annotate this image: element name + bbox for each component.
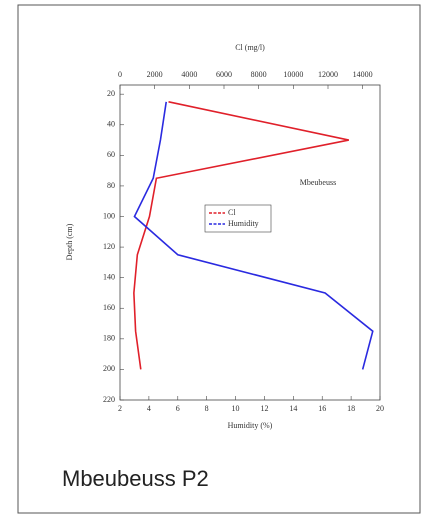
x-tick-label: 10 bbox=[232, 404, 240, 413]
x-axis-label: Humidity (%) bbox=[228, 421, 273, 430]
x-tick-label: 16 bbox=[318, 404, 326, 413]
x2-tick-label: 6000 bbox=[216, 70, 232, 79]
x2-tick-label: 10000 bbox=[283, 70, 303, 79]
y-tick-label: 40 bbox=[107, 120, 115, 129]
x-tick-label: 8 bbox=[205, 404, 209, 413]
series-line bbox=[133, 101, 349, 370]
x-tick-label: 12 bbox=[260, 404, 268, 413]
y-tick-label: 160 bbox=[103, 303, 115, 312]
x-tick-label: 14 bbox=[289, 404, 297, 413]
x-tick-label: 2 bbox=[118, 404, 122, 413]
y-tick-label: 120 bbox=[103, 242, 115, 251]
x2-tick-label: 4000 bbox=[181, 70, 197, 79]
x2-tick-label: 2000 bbox=[147, 70, 163, 79]
y-tick-label: 20 bbox=[107, 89, 115, 98]
frame bbox=[17, 4, 421, 514]
x2-tick-label: 12000 bbox=[318, 70, 338, 79]
x2-tick-label: 8000 bbox=[251, 70, 267, 79]
x-tick-label: 4 bbox=[147, 404, 151, 413]
x2-axis-label: Cl (mg/l) bbox=[235, 43, 265, 52]
y-tick-label: 100 bbox=[103, 211, 115, 220]
legend-label: Cl bbox=[228, 208, 236, 217]
caption: Mbeubeuss P2 bbox=[62, 466, 209, 491]
legend-box bbox=[204, 204, 272, 233]
x-tick-label: 6 bbox=[176, 404, 180, 413]
y-tick-label: 220 bbox=[103, 395, 115, 404]
y-axis-label: Depth (cm) bbox=[65, 223, 74, 260]
y-tick-label: 60 bbox=[107, 150, 115, 159]
legend-label: Humidity bbox=[228, 219, 259, 228]
plot-area bbox=[119, 84, 381, 401]
y-tick-label: 180 bbox=[103, 334, 115, 343]
y-tick-label: 80 bbox=[107, 181, 115, 190]
x2-tick-label: 14000 bbox=[353, 70, 373, 79]
x2-tick-label: 0 bbox=[118, 70, 122, 79]
x-tick-label: 20 bbox=[376, 404, 384, 413]
x-tick-label: 18 bbox=[347, 404, 355, 413]
y-tick-label: 140 bbox=[103, 272, 115, 281]
y-tick-label: 200 bbox=[103, 364, 115, 373]
annotation: Mbeubeuss bbox=[300, 178, 336, 187]
series-line bbox=[133, 101, 374, 370]
